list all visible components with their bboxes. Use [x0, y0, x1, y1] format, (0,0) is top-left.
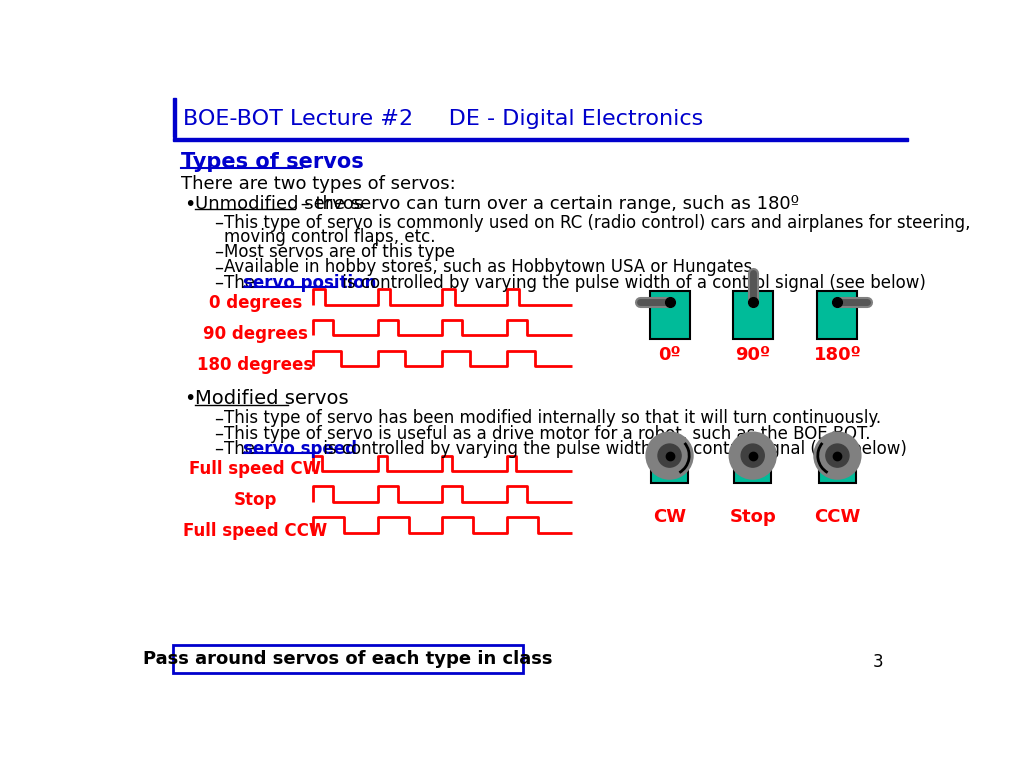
Circle shape: [826, 444, 849, 467]
Text: –: –: [214, 243, 223, 261]
Bar: [651, 455, 688, 483]
Text: 3: 3: [873, 654, 884, 671]
Text: 90 degrees: 90 degrees: [203, 325, 308, 343]
Text: •: •: [184, 389, 196, 409]
Text: CW: CW: [653, 508, 686, 526]
Text: –: –: [214, 274, 223, 292]
Text: – the servo can turn over a certain range, such as 180º: – the servo can turn over a certain rang…: [295, 195, 800, 214]
Text: 90º: 90º: [735, 346, 770, 364]
Text: Pass around servos of each type in class: Pass around servos of each type in class: [143, 650, 553, 668]
Text: Unmodified servos: Unmodified servos: [196, 195, 364, 214]
Text: BOE-BOT Lecture #2     DE - Digital Electronics: BOE-BOT Lecture #2 DE - Digital Electron…: [183, 109, 703, 129]
Text: Most servos are of this type: Most servos are of this type: [224, 243, 456, 261]
Text: There are two types of servos:: There are two types of servos:: [180, 175, 456, 194]
Text: This type of servo has been modified internally so that it will turn continuousl: This type of servo has been modified int…: [224, 409, 882, 428]
Text: 0º: 0º: [658, 346, 681, 364]
Circle shape: [646, 432, 692, 478]
Text: •: •: [184, 195, 196, 214]
Circle shape: [658, 444, 681, 467]
Bar: [649, 291, 689, 339]
Text: –: –: [214, 214, 223, 232]
Text: CCW: CCW: [814, 508, 860, 526]
Text: servo position: servo position: [243, 274, 377, 292]
Text: Stop: Stop: [729, 508, 776, 526]
Text: –: –: [214, 425, 223, 443]
Text: The: The: [224, 274, 261, 292]
Circle shape: [730, 432, 776, 478]
Circle shape: [814, 432, 860, 478]
Bar: [819, 455, 856, 483]
Bar: [817, 291, 857, 339]
Bar: [173, 645, 523, 673]
Text: This type of servo is commonly used on RC (radio control) cars and airplanes for: This type of servo is commonly used on R…: [224, 214, 971, 232]
Text: is controlled by varying the pulse width of a control signal (see below): is controlled by varying the pulse width…: [337, 274, 926, 292]
Bar: [734, 455, 771, 483]
Text: The: The: [224, 440, 261, 458]
Text: 180º: 180º: [813, 346, 861, 364]
Text: Full speed CCW: Full speed CCW: [183, 522, 328, 540]
Text: 180 degrees: 180 degrees: [198, 356, 313, 374]
Text: Full speed CW: Full speed CW: [189, 461, 322, 478]
Text: –: –: [214, 440, 223, 458]
Text: Available in hobby stores, such as Hobbytown USA or Hungates: Available in hobby stores, such as Hobby…: [224, 259, 753, 276]
Text: 0 degrees: 0 degrees: [209, 294, 302, 312]
Text: This type of servo is useful as a drive motor for a robot, such as the BOE-BOT.: This type of servo is useful as a drive …: [224, 425, 871, 443]
Text: Modified servos: Modified servos: [196, 389, 349, 409]
Text: –: –: [214, 259, 223, 276]
Bar: [173, 138, 908, 141]
Text: servo speed: servo speed: [243, 440, 357, 458]
Text: is controlled by varying the pulse width of a control signal (see below): is controlled by varying the pulse width…: [318, 440, 907, 458]
Text: moving control flaps, etc.: moving control flaps, etc.: [224, 227, 436, 246]
Bar: [173, 98, 176, 137]
Circle shape: [741, 444, 764, 467]
Bar: [733, 291, 773, 339]
Text: Types of servos: Types of servos: [180, 152, 364, 172]
Text: Stop: Stop: [233, 492, 276, 509]
Text: –: –: [214, 409, 223, 428]
